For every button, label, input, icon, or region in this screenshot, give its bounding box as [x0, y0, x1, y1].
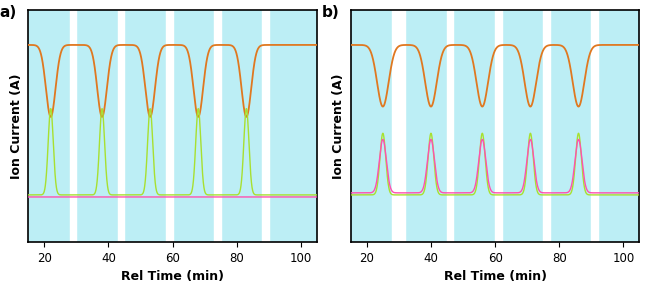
- Bar: [495, 10, 502, 242]
- Text: a): a): [0, 5, 17, 20]
- Bar: [447, 10, 453, 242]
- Bar: [392, 10, 405, 242]
- X-axis label: Rel Time (min): Rel Time (min): [444, 271, 546, 284]
- Bar: [118, 10, 124, 242]
- Bar: [591, 10, 598, 242]
- Bar: [70, 10, 76, 242]
- Bar: [263, 10, 269, 242]
- Y-axis label: Ion Current (A): Ion Current (A): [10, 73, 23, 179]
- Bar: [166, 10, 173, 242]
- Y-axis label: Ion Current (A): Ion Current (A): [332, 73, 345, 179]
- Bar: [214, 10, 221, 242]
- Bar: [543, 10, 550, 242]
- X-axis label: Rel Time (min): Rel Time (min): [121, 271, 224, 284]
- Text: b): b): [322, 5, 340, 20]
